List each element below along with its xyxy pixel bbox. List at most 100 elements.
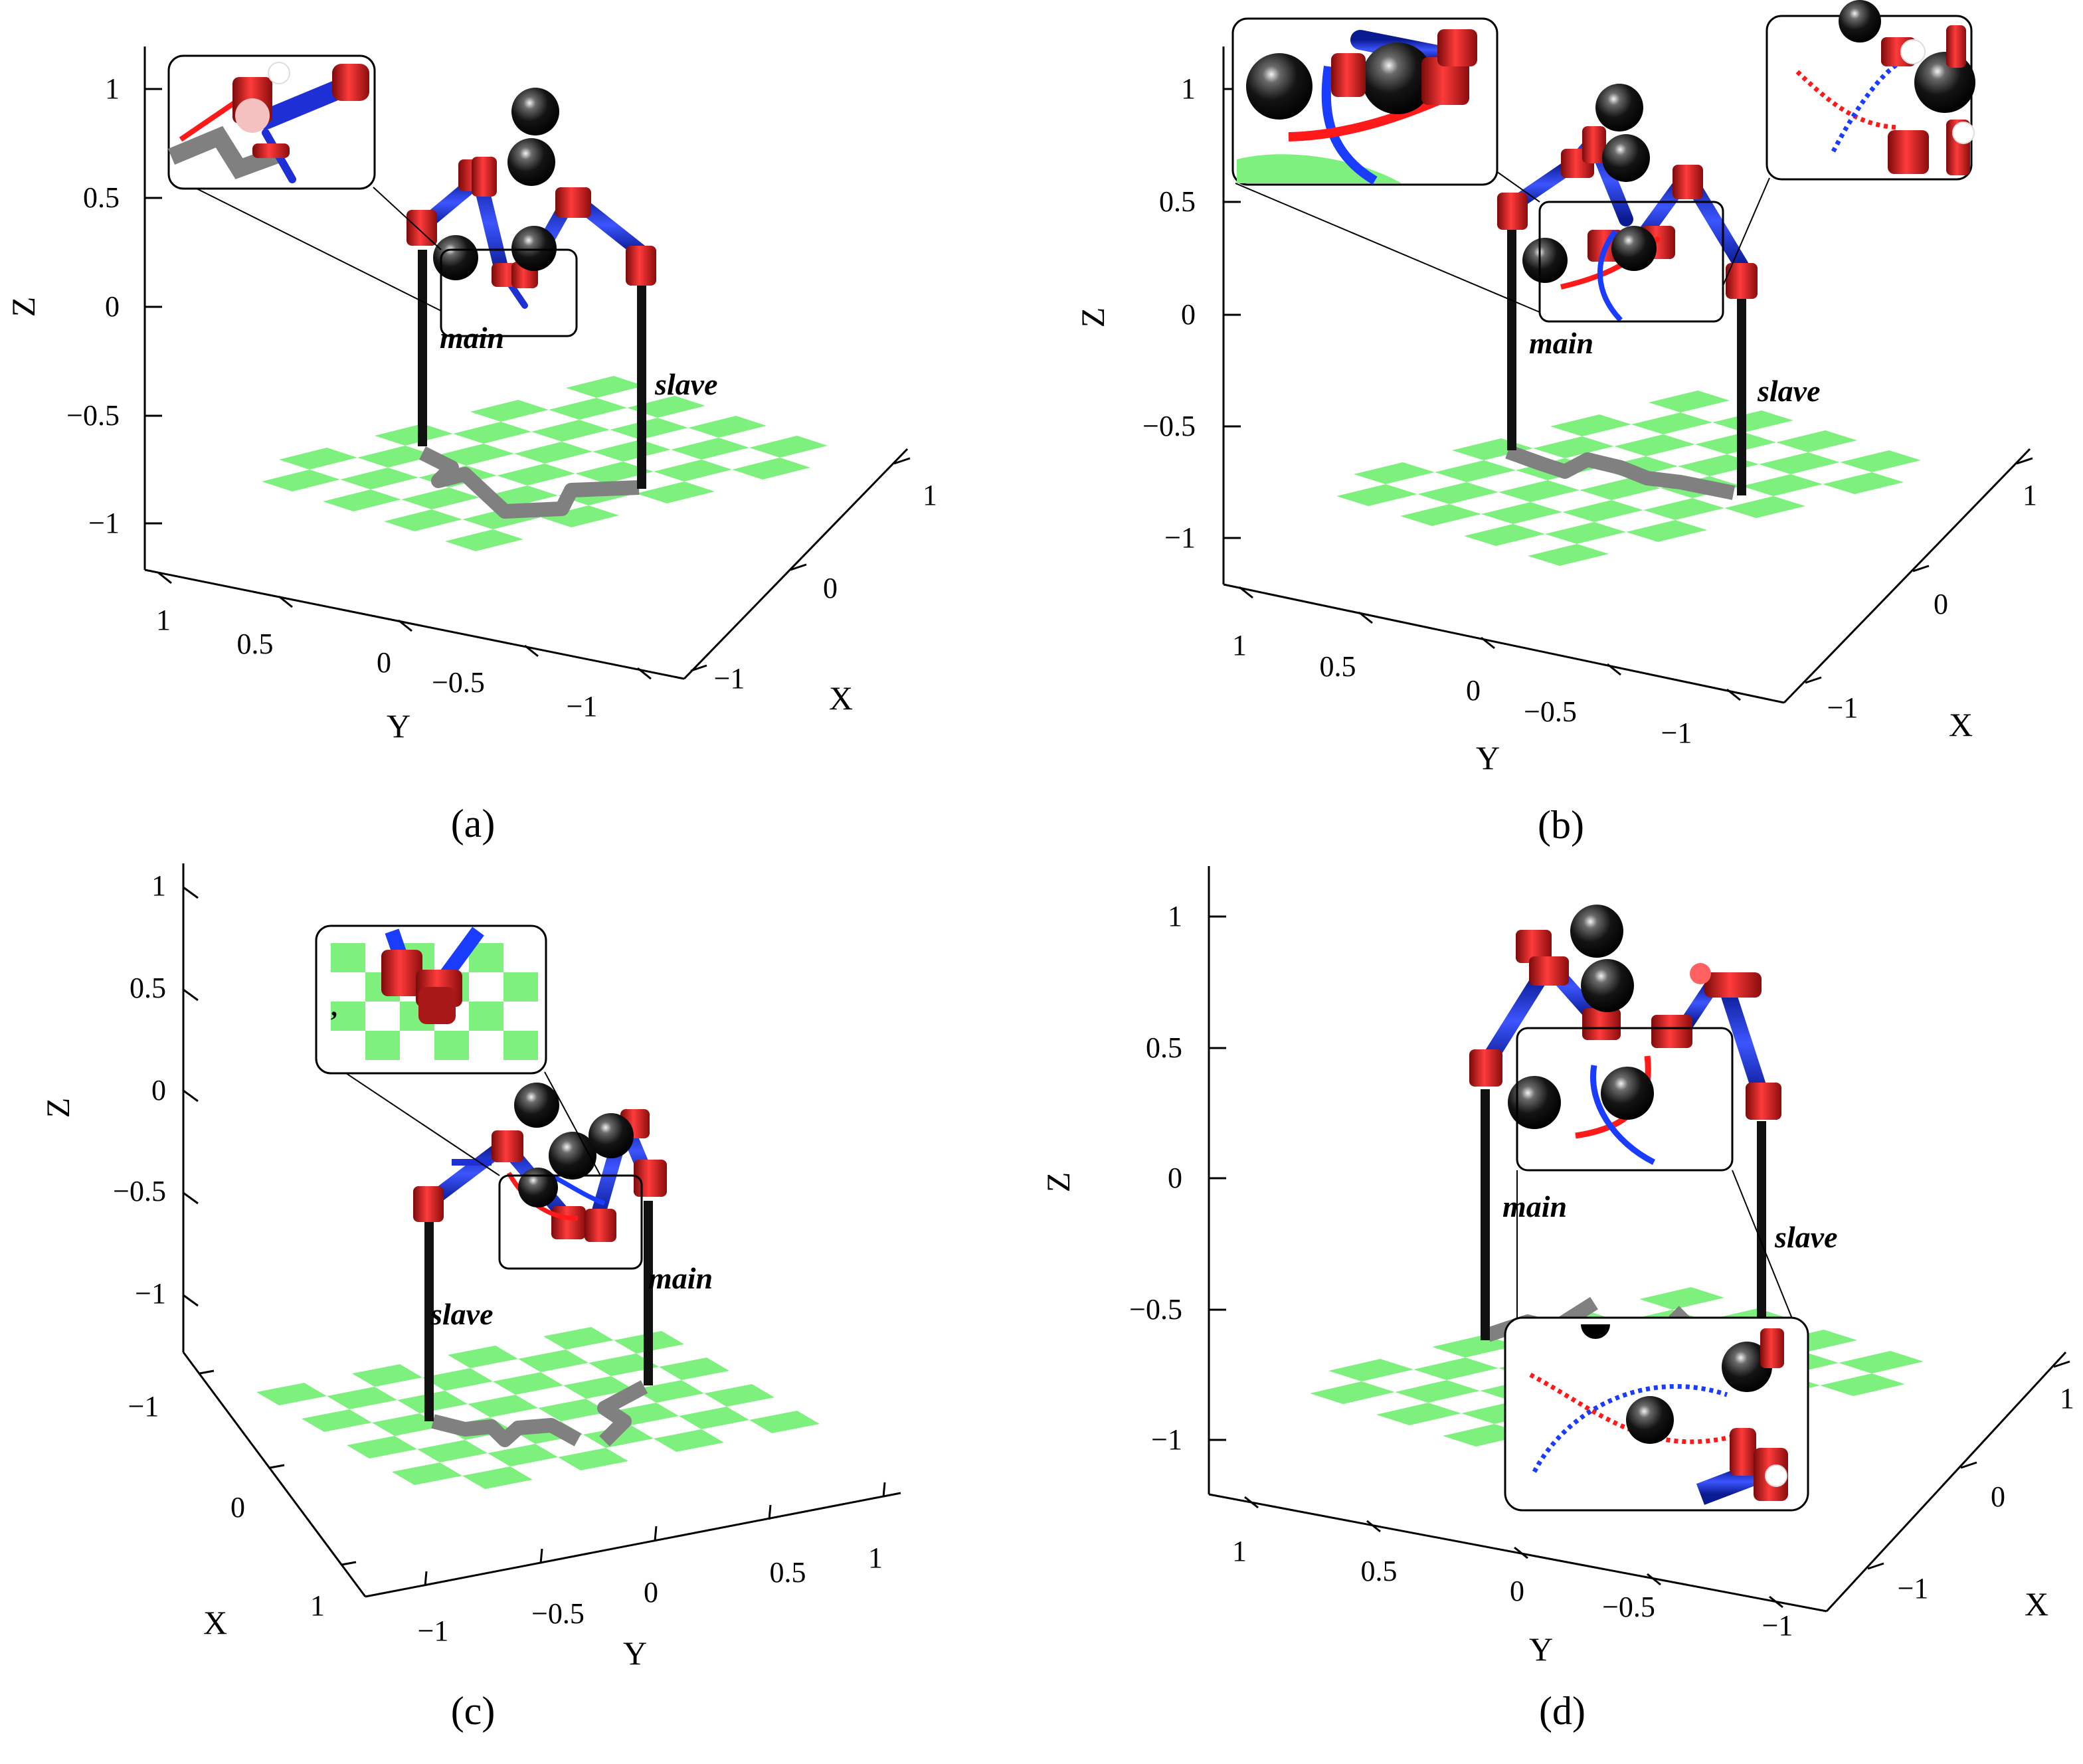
floor-tile xyxy=(1649,391,1730,412)
panel-caption: (d) xyxy=(1539,1689,1585,1733)
y-tick-label: 1 xyxy=(1232,629,1247,662)
axes-frame xyxy=(182,863,901,1598)
floor-tile xyxy=(1400,504,1481,526)
z-tick-label: 0 xyxy=(151,1074,166,1106)
floor-tile xyxy=(749,1411,820,1433)
obstacle-sphere xyxy=(1611,226,1657,271)
y-axis-label: Y xyxy=(387,707,410,745)
y-tick-label: 0.5 xyxy=(1361,1555,1398,1587)
floor-tile xyxy=(1823,472,1904,494)
x-ticks: 1 0 −1 xyxy=(1805,457,2037,724)
floor-tile xyxy=(732,458,810,480)
floor-tile xyxy=(1580,478,1661,500)
zoom-inset xyxy=(1504,1316,1809,1512)
floor-tile xyxy=(327,1387,397,1409)
z-tick-label: 0.5 xyxy=(130,972,166,1004)
z-ticks: 1 0.5 0 −0.5 −1 xyxy=(113,869,199,1310)
floor-tile xyxy=(1413,1358,1498,1380)
floor-tile xyxy=(1626,520,1707,542)
floor-tile xyxy=(401,487,480,509)
x-tick-label: −1 xyxy=(714,662,745,695)
x-tick-label: −1 xyxy=(128,1390,159,1423)
floor-tile xyxy=(654,460,732,482)
floor-tile xyxy=(1759,452,1840,474)
floor-tile xyxy=(1639,1287,1724,1310)
floor-tile xyxy=(468,1395,538,1417)
x-tick-label: 1 xyxy=(2060,1382,2074,1415)
z-axis-label: Z xyxy=(39,1098,76,1118)
arm-label-main: main xyxy=(1502,1190,1567,1223)
checkerboard-floor xyxy=(262,376,828,551)
floor-tile xyxy=(493,1372,563,1395)
floor-tile xyxy=(659,1358,729,1380)
y-tick-label: −1 xyxy=(1762,1609,1793,1642)
zoom-region xyxy=(185,183,578,337)
floor-tile xyxy=(462,1466,533,1489)
obstacle-sphere xyxy=(433,235,478,280)
floor-tile xyxy=(279,448,357,470)
y-tick-label: 0.5 xyxy=(1320,650,1356,683)
obstacle-sphere xyxy=(518,1168,558,1207)
z-tick-label: −0.5 xyxy=(113,1175,166,1207)
y-tick-label: −1 xyxy=(1661,717,1692,749)
z-tick-label: −1 xyxy=(135,1277,166,1310)
obstacle-sphere xyxy=(1508,1076,1561,1129)
zoom-inset-right xyxy=(1766,0,1975,181)
x-tick-label: 0 xyxy=(1991,1480,2005,1513)
y-tick-label: 0.5 xyxy=(237,628,274,660)
floor-tile xyxy=(1820,1373,1905,1396)
panel-caption: (a) xyxy=(451,802,496,845)
y-tick-label: −0.5 xyxy=(1602,1591,1655,1623)
panel-d: 1 0.5 0 −0.5 −1 Z 1 0.5 0 −0.5 −1 Y 1 xyxy=(1040,866,2074,1733)
robot-path xyxy=(597,1380,648,1447)
z-axis-label: Z xyxy=(5,297,42,317)
floor-tile xyxy=(417,1440,488,1462)
y-axis-label: Y xyxy=(623,1634,647,1672)
z-axis-label: Z xyxy=(1074,308,1111,328)
y-tick-label: 1 xyxy=(156,604,171,636)
y-tick-label: 0 xyxy=(377,646,391,679)
zoom-inset xyxy=(167,54,376,190)
trajectory-blue xyxy=(1590,1065,1656,1166)
z-tick-label: −0.5 xyxy=(1142,410,1196,442)
floor-tile xyxy=(589,1354,659,1376)
floor-tile xyxy=(543,1327,614,1350)
floor-tile xyxy=(1742,474,1823,496)
floor-tile xyxy=(688,416,767,438)
floor-tile xyxy=(749,436,828,458)
x-tick-label: 0 xyxy=(1934,588,1948,620)
checkerboard-floor xyxy=(256,1327,820,1489)
floor-tile xyxy=(1464,524,1545,546)
x-tick-label: 1 xyxy=(310,1589,325,1622)
floor-tile xyxy=(1712,410,1793,432)
obstacle-sphere xyxy=(1601,1067,1654,1120)
arm-label-main: main xyxy=(1529,326,1593,360)
arm-label-main: main xyxy=(648,1261,713,1295)
y-tick-label: 1 xyxy=(1232,1535,1247,1567)
floor-tile xyxy=(1643,498,1724,520)
trajectory-blue xyxy=(550,1173,606,1206)
z-tick-label: −1 xyxy=(88,507,120,539)
axes-frame xyxy=(143,46,909,680)
floor-tile xyxy=(352,1364,422,1387)
y-ticks: 1 0.5 0 −0.5 −1 xyxy=(1232,586,1741,749)
robot-arm-slave xyxy=(1651,963,1781,1120)
x-axis-label: X xyxy=(829,679,853,717)
zoom-inset: ’ xyxy=(315,925,547,1075)
floor-tile xyxy=(1432,1335,1517,1358)
obstacle-sphere xyxy=(1602,134,1650,182)
floor-tile xyxy=(445,529,523,551)
floor-tile xyxy=(679,1407,749,1429)
z-tick-label: −0.5 xyxy=(66,399,120,432)
z-tick-label: 1 xyxy=(151,869,166,902)
floor-tile xyxy=(436,444,514,466)
floor-tile xyxy=(1724,496,1805,518)
floor-tile xyxy=(1354,462,1435,484)
z-tick-label: 0.5 xyxy=(1146,1031,1182,1064)
zoom-region xyxy=(1235,169,1770,323)
y-tick-label: 1 xyxy=(868,1542,883,1574)
y-ticks: −1 −0.5 0 0.5 1 xyxy=(418,1482,886,1647)
floor-tile xyxy=(470,400,549,422)
z-axis-label: Z xyxy=(1040,1172,1077,1193)
floor-tile xyxy=(384,509,462,531)
